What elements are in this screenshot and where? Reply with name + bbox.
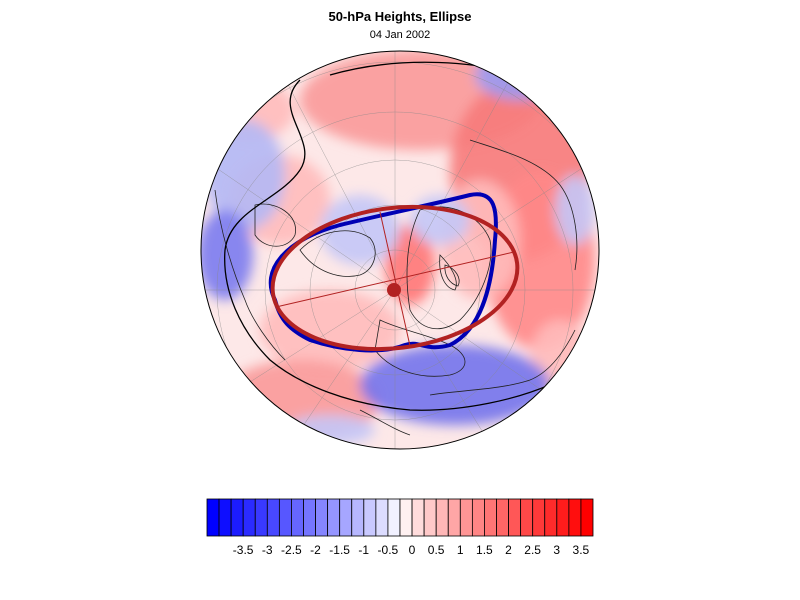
colorbar-tick-label: 3.5 — [572, 543, 590, 557]
colorbar-swatch — [459, 498, 473, 537]
colorbar-swatch — [556, 498, 570, 537]
colorbar-swatch — [339, 498, 353, 537]
globe-outline — [200, 50, 600, 450]
colorbar-swatch — [423, 498, 437, 537]
colorbar-swatch — [435, 498, 449, 537]
map-date: 04 Jan 2002 — [369, 29, 431, 41]
colorbar-tick-label: -2 — [310, 543, 321, 557]
colorbar-tick-label: 2.5 — [524, 543, 541, 557]
colorbar-swatch — [532, 498, 546, 537]
colorbar-tick-label: -2.5 — [281, 543, 302, 557]
colorbar-swatch — [230, 498, 244, 537]
coastlines — [214, 139, 578, 436]
colorbar-swatch — [278, 498, 292, 537]
colorbar-swatch — [544, 498, 558, 537]
colorbar-swatch — [484, 498, 497, 537]
anomaly-field — [201, 51, 599, 449]
colorbar-swatch — [387, 498, 401, 537]
zero-contour — [224, 79, 561, 411]
colorbar-swatch — [580, 498, 594, 537]
colorbar-swatch — [327, 498, 341, 537]
colorbar-swatch — [520, 498, 534, 537]
colorbar-tick-label: -1.5 — [329, 543, 350, 557]
colorbar-tick-label: -1 — [358, 543, 370, 557]
colorbar-tick-label: -3 — [261, 543, 273, 557]
colorbar-swatch — [218, 498, 232, 537]
colorbar-swatch — [508, 498, 522, 537]
colorbar-swatch — [568, 498, 582, 537]
colorbar-swatch — [471, 498, 485, 537]
colorbar-swatch — [206, 498, 220, 537]
colorbar-tick-label: 0 — [408, 543, 416, 557]
colorbar-swatch — [399, 498, 413, 537]
colorbar-swatch — [411, 498, 425, 537]
colorbar-swatch — [351, 498, 365, 537]
ellipse-center-marker — [387, 283, 401, 297]
colorbar-swatch — [375, 498, 389, 537]
colorbar-tick-label: 0.5 — [427, 543, 445, 557]
colorbar-swatch — [447, 498, 461, 537]
colorbar-swatch — [266, 498, 280, 537]
colorbar-tick-label: 1.5 — [476, 543, 493, 557]
colorbar-tick-label: 2 — [505, 543, 512, 557]
graticule — [201, 51, 599, 449]
colorbar-swatch — [291, 498, 304, 537]
colorbar-swatch — [363, 498, 377, 537]
colorbar-tick-label: 3 — [553, 543, 561, 557]
colorbar-swatch — [303, 498, 316, 537]
colorbar-swatch — [242, 498, 256, 537]
colorbar-tick-label: -0.5 — [377, 543, 399, 557]
colorbar-tick-label: 1 — [456, 543, 464, 557]
colorbar-tick-label: -3.5 — [232, 543, 254, 557]
ellipse-axes — [275, 211, 515, 347]
colorbar-swatch — [496, 498, 509, 537]
fitted-ellipse-red — [270, 204, 520, 352]
colorbar-swatch — [315, 498, 329, 537]
map-title: 50-hPa Heights, Ellipse — [328, 9, 472, 24]
colorbar-swatch — [254, 498, 268, 537]
